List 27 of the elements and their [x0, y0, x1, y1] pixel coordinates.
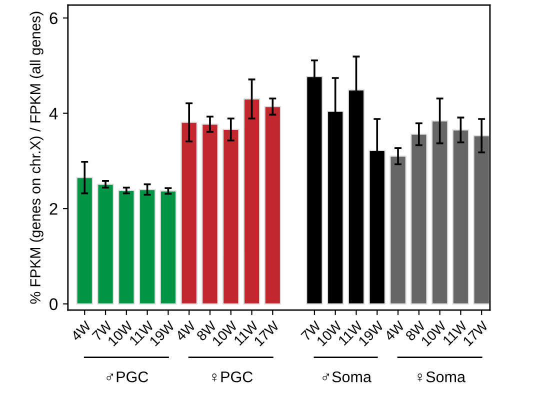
bar [222, 128, 240, 304]
bar [243, 98, 260, 304]
x-tick-label: 4W [174, 320, 196, 342]
x-tick-label: 4W [384, 320, 406, 342]
bar [410, 134, 428, 304]
bar [76, 177, 94, 304]
text: ♀Soma [418, 371, 466, 382]
bar [160, 190, 177, 304]
bar [431, 120, 448, 304]
bar [264, 106, 282, 304]
bar [97, 184, 114, 304]
bar [473, 135, 490, 304]
bar [390, 156, 406, 304]
x-tick-label: 4W [70, 320, 92, 342]
bar [452, 129, 470, 304]
text: ♀PGC [212, 371, 253, 382]
bar [180, 122, 198, 304]
y-tick-label: 0 [50, 298, 58, 310]
y-tick-label: 2 [50, 202, 58, 215]
bar [138, 188, 156, 304]
text: ♂PGC [106, 371, 148, 382]
bar [118, 190, 135, 304]
bar [202, 124, 218, 304]
y-tick-label: 6 [50, 12, 58, 24]
y-tick-label: 4 [49, 108, 58, 120]
y-axis-title: % FPKM (genes on chr.X) / FPKM (all genes) [30, 12, 44, 304]
text: ♂Soma [322, 371, 372, 382]
